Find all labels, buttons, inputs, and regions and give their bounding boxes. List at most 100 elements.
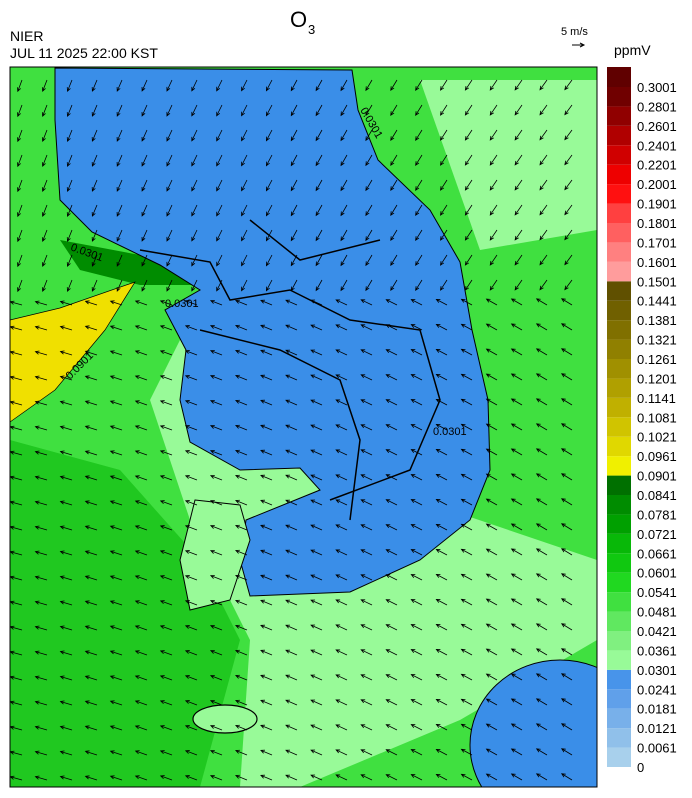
- wind-arrow: [191, 79, 198, 92]
- wind-arrow: [485, 573, 498, 581]
- wind-arrow: [514, 279, 523, 291]
- wind-arrow: [435, 698, 448, 706]
- wind-arrow: [510, 623, 523, 631]
- wind-arrow: [365, 79, 373, 92]
- wind-arrow: [485, 348, 498, 356]
- wind-arrow: [285, 574, 298, 581]
- wind-arrow: [535, 623, 548, 631]
- wind-arrow: [141, 104, 148, 117]
- wind-arrow: [410, 699, 423, 706]
- wind-arrow: [315, 129, 323, 142]
- wind-arrow: [84, 475, 98, 481]
- wind-arrow: [410, 549, 423, 556]
- wind-arrow: [109, 475, 123, 481]
- colorbar-label: 0.1321: [637, 333, 677, 348]
- wind-arrow: [109, 675, 123, 681]
- wind-arrow: [564, 154, 573, 166]
- wind-arrow: [166, 254, 173, 267]
- wind-arrow: [315, 104, 323, 117]
- wind-arrow: [310, 399, 323, 406]
- wind-arrow: [464, 129, 473, 141]
- field-region: [10, 440, 240, 787]
- wind-arrow: [360, 749, 373, 756]
- wind-arrow: [91, 104, 98, 117]
- wind-arrow: [134, 375, 148, 381]
- wind-arrow: [390, 254, 398, 267]
- wind-arrow: [385, 724, 398, 731]
- wind-arrow: [166, 279, 173, 292]
- wind-arrow: [385, 449, 398, 456]
- wind-arrow: [365, 254, 373, 267]
- colorbar-segment: [607, 320, 631, 340]
- wind-arrow: [216, 79, 223, 92]
- wind-arrow: [260, 524, 273, 531]
- wind-arrow: [285, 449, 298, 456]
- wind-arrow: [84, 500, 98, 506]
- wind-arrow: [485, 548, 498, 556]
- wind-arrow: [464, 79, 473, 91]
- wind-arrow: [134, 700, 148, 706]
- wind-arrow: [410, 299, 423, 306]
- wind-arrow: [385, 574, 398, 581]
- wind-arrow: [340, 254, 348, 267]
- wind-arrow: [159, 400, 173, 406]
- wind-arrow: [59, 600, 73, 606]
- wind-arrow: [84, 400, 98, 406]
- wind-arrow: [116, 79, 123, 92]
- wind-arrow: [360, 324, 373, 331]
- wind-arrow: [41, 229, 48, 243]
- wind-arrow: [564, 254, 573, 266]
- wind-arrow: [510, 398, 523, 406]
- wind-arrow: [66, 254, 73, 267]
- wind-arrow: [159, 550, 173, 556]
- wind-arrow: [235, 349, 248, 356]
- wind-arrow: [209, 774, 223, 781]
- wind-arrow: [84, 700, 98, 706]
- wind-arrow: [385, 399, 398, 406]
- wind-arrow: [17, 129, 23, 143]
- wind-arrow: [91, 129, 98, 142]
- colorbar-label: 0.0241: [637, 682, 677, 697]
- wind-arrow: [560, 398, 573, 406]
- wind-arrow: [285, 299, 298, 306]
- wind-arrow: [535, 448, 548, 456]
- wind-arrow: [66, 129, 73, 142]
- wind-arrow: [184, 600, 198, 606]
- wind-arrow: [41, 104, 48, 118]
- wind-arrow: [265, 154, 273, 167]
- wind-arrow: [560, 548, 573, 556]
- wind-arrow: [340, 204, 348, 217]
- wind-arrow: [91, 254, 98, 267]
- wind-arrow: [116, 229, 123, 242]
- wind-arrow: [191, 254, 198, 267]
- wind-arrow: [340, 154, 348, 167]
- wind-arrow: [59, 675, 73, 681]
- wind-arrow: [439, 104, 448, 116]
- wind-arrow: [235, 399, 248, 406]
- wind-arrow: [285, 424, 298, 431]
- colorbar-segment: [607, 203, 631, 223]
- wind-arrow: [340, 79, 348, 92]
- wind-arrow: [166, 154, 173, 167]
- wind-arrow: [91, 204, 98, 217]
- wind-arrow: [241, 279, 248, 292]
- wind-arrow: [310, 449, 323, 456]
- wind-arrow: [109, 375, 123, 381]
- wind-arrow: [435, 723, 448, 731]
- field-region: [60, 240, 210, 285]
- wind-arrow: [134, 500, 148, 506]
- wind-arrow: [265, 79, 273, 92]
- wind-arrow: [435, 448, 448, 456]
- wind-arrow: [216, 179, 223, 192]
- colorbar-segment: [607, 650, 631, 670]
- wind-arrow: [184, 675, 198, 681]
- wind-arrow: [59, 375, 73, 381]
- colorbar-segment: [607, 592, 631, 612]
- wind-arrow: [241, 254, 248, 267]
- wind-arrow: [310, 524, 323, 531]
- wind-arrow: [141, 229, 148, 242]
- wind-arrow: [335, 374, 348, 381]
- wind-arrow: [109, 425, 123, 431]
- colorbar-segment: [607, 572, 631, 593]
- wind-arrow: [410, 724, 423, 731]
